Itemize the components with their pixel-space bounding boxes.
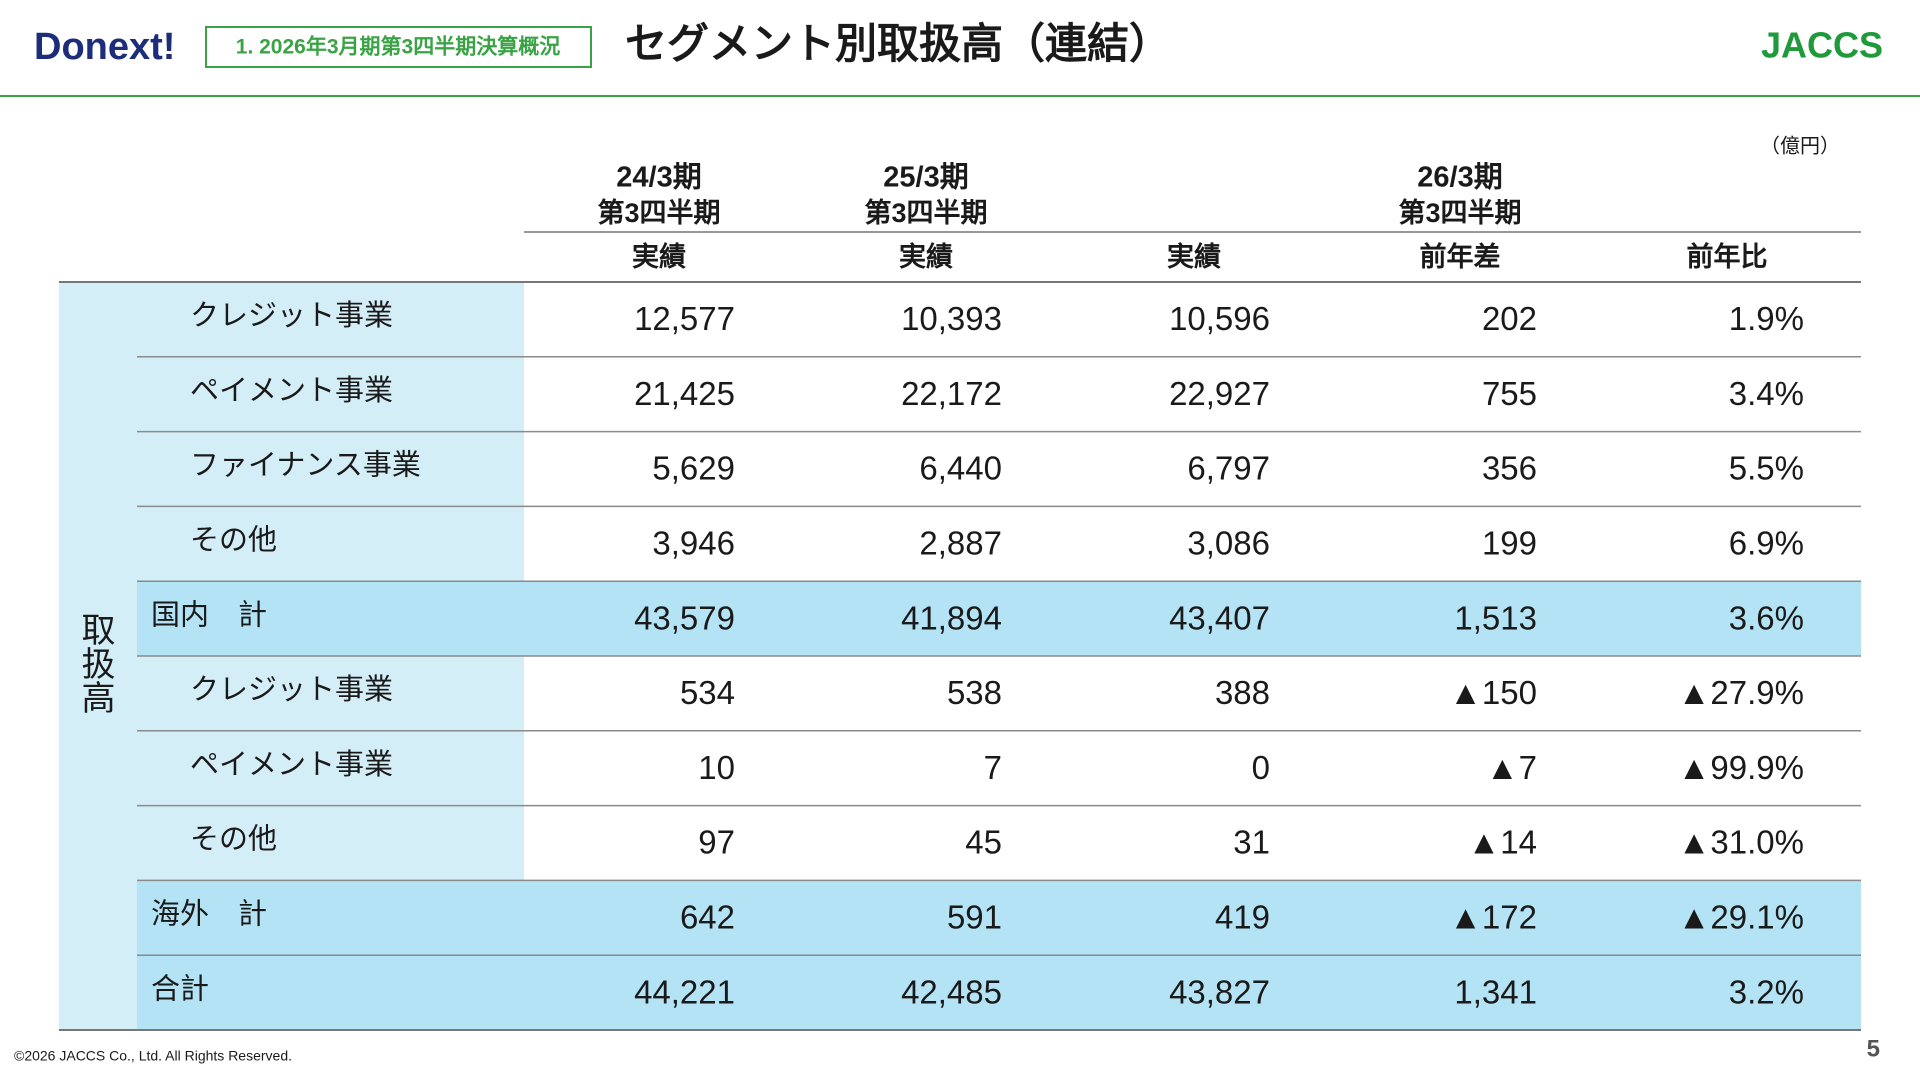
column-header: 実績 [899,241,953,272]
cell: 7 [984,749,1002,786]
table: 24/3期第3四半期25/3期第3四半期26/3期第3四半期実績 実績 実績 前年差前… [59,161,1861,1031]
cell: 6,440 [919,450,1002,487]
cell: 199 [1482,525,1537,562]
cell: 3.6% [1729,599,1804,636]
cell: 642 [680,899,735,936]
group-label: 取扱高 [76,612,114,714]
cell: 97 [698,824,735,861]
cell: 43,827 [1169,973,1270,1010]
period-quarter: 第3四半期 [597,197,720,228]
period-quarter: 第3四半期 [1398,197,1521,228]
cell: 0 [1252,749,1270,786]
row-label: クレジット事業 [190,299,393,332]
subtotal-band [137,955,1861,1030]
copyright: ©2026 JACCS Co., Ltd. All Rights Reserve… [14,1048,292,1064]
row-label: ペイメント事業 [190,748,393,781]
subtotal-label: 国内 計 [151,598,267,631]
cell: 591 [947,899,1002,936]
row-label-cell [137,282,524,357]
row-label-cell [137,431,524,507]
row-label: クレジット事業 [190,673,393,706]
cell: 534 [680,674,735,711]
cell: 44,221 [634,973,735,1010]
row-label: その他 [190,523,277,556]
subtotal-label: 海外 計 [151,897,267,930]
cell: 3.4% [1729,375,1804,412]
cell: 10,393 [901,300,1002,337]
page-number: 5 [1867,1035,1880,1062]
cell: 42,485 [901,973,1002,1010]
cell: 31 [1233,824,1270,861]
cell: 2,887 [919,525,1002,562]
cell: 5.5% [1729,450,1804,487]
cell: ▲31.0% [1678,824,1804,861]
period-year: 24/3期 [616,161,701,194]
cell: 419 [1215,899,1270,936]
cell: 5,629 [652,450,735,487]
row-label: ファイナンス事業 [190,449,421,482]
cell: ▲29.1% [1678,899,1804,936]
cell: 1,341 [1454,973,1537,1010]
cell: 3,086 [1187,525,1270,562]
group-label-cell [59,282,137,1030]
row-label-cell [137,656,524,731]
logo: Donext! [34,26,175,68]
subtotal-band [137,581,1861,656]
unit-label: （億円） [1760,134,1840,157]
cell: 10 [698,749,735,786]
cell: ▲150 [1449,674,1537,711]
cell: 12,577 [634,300,735,337]
row-label-cell [137,356,524,432]
cell: 202 [1482,300,1537,337]
cell: ▲7 [1486,749,1537,786]
row-label-cell [137,730,524,806]
cell: 3,946 [652,525,735,562]
badge-box [205,26,592,68]
row-label-cell [137,506,524,582]
badge: 1. 2026年3月期第3四半期決算概況 [236,35,560,59]
cell: 1.9% [1729,300,1804,337]
cell: 755 [1482,375,1537,412]
cell: 538 [947,674,1002,711]
cell: 21,425 [634,375,735,412]
cell: 6.9% [1729,525,1804,562]
column-header: 前年差 [1420,241,1501,272]
cell: 356 [1482,450,1537,487]
cell: 3.2% [1729,973,1804,1010]
column-header: 実績 [1167,241,1221,272]
period-year: 26/3期 [1417,161,1502,194]
subtotal-label: 合計 [151,972,209,1005]
cell: 43,407 [1169,599,1270,636]
column-header: 実績 [632,241,686,272]
subtotal-band [137,880,1861,956]
cell: 22,927 [1169,375,1270,412]
brand-logo: JACCS [1761,25,1883,66]
cell: 6,797 [1187,450,1270,487]
row-label: その他 [190,823,277,856]
row-label-cell [137,805,524,881]
period-quarter: 第3四半期 [864,197,987,228]
cell: ▲14 [1468,824,1537,861]
cell: 22,172 [901,375,1002,412]
cell: 388 [1215,674,1270,711]
column-header: 前年比 [1687,241,1768,272]
cell: 43,579 [634,599,735,636]
cell: ▲27.9% [1678,674,1804,711]
period-year: 25/3期 [883,161,968,194]
row-label: ペイメント事業 [190,374,393,407]
cell: 45 [965,824,1002,861]
cell: ▲172 [1449,899,1537,936]
cell: 1,513 [1454,599,1537,636]
cell: 10,596 [1169,300,1270,337]
cell: ▲99.9% [1678,749,1804,786]
cell: 41,894 [901,599,1002,636]
page-title: セグメント別取扱高（連結） [625,20,1171,67]
